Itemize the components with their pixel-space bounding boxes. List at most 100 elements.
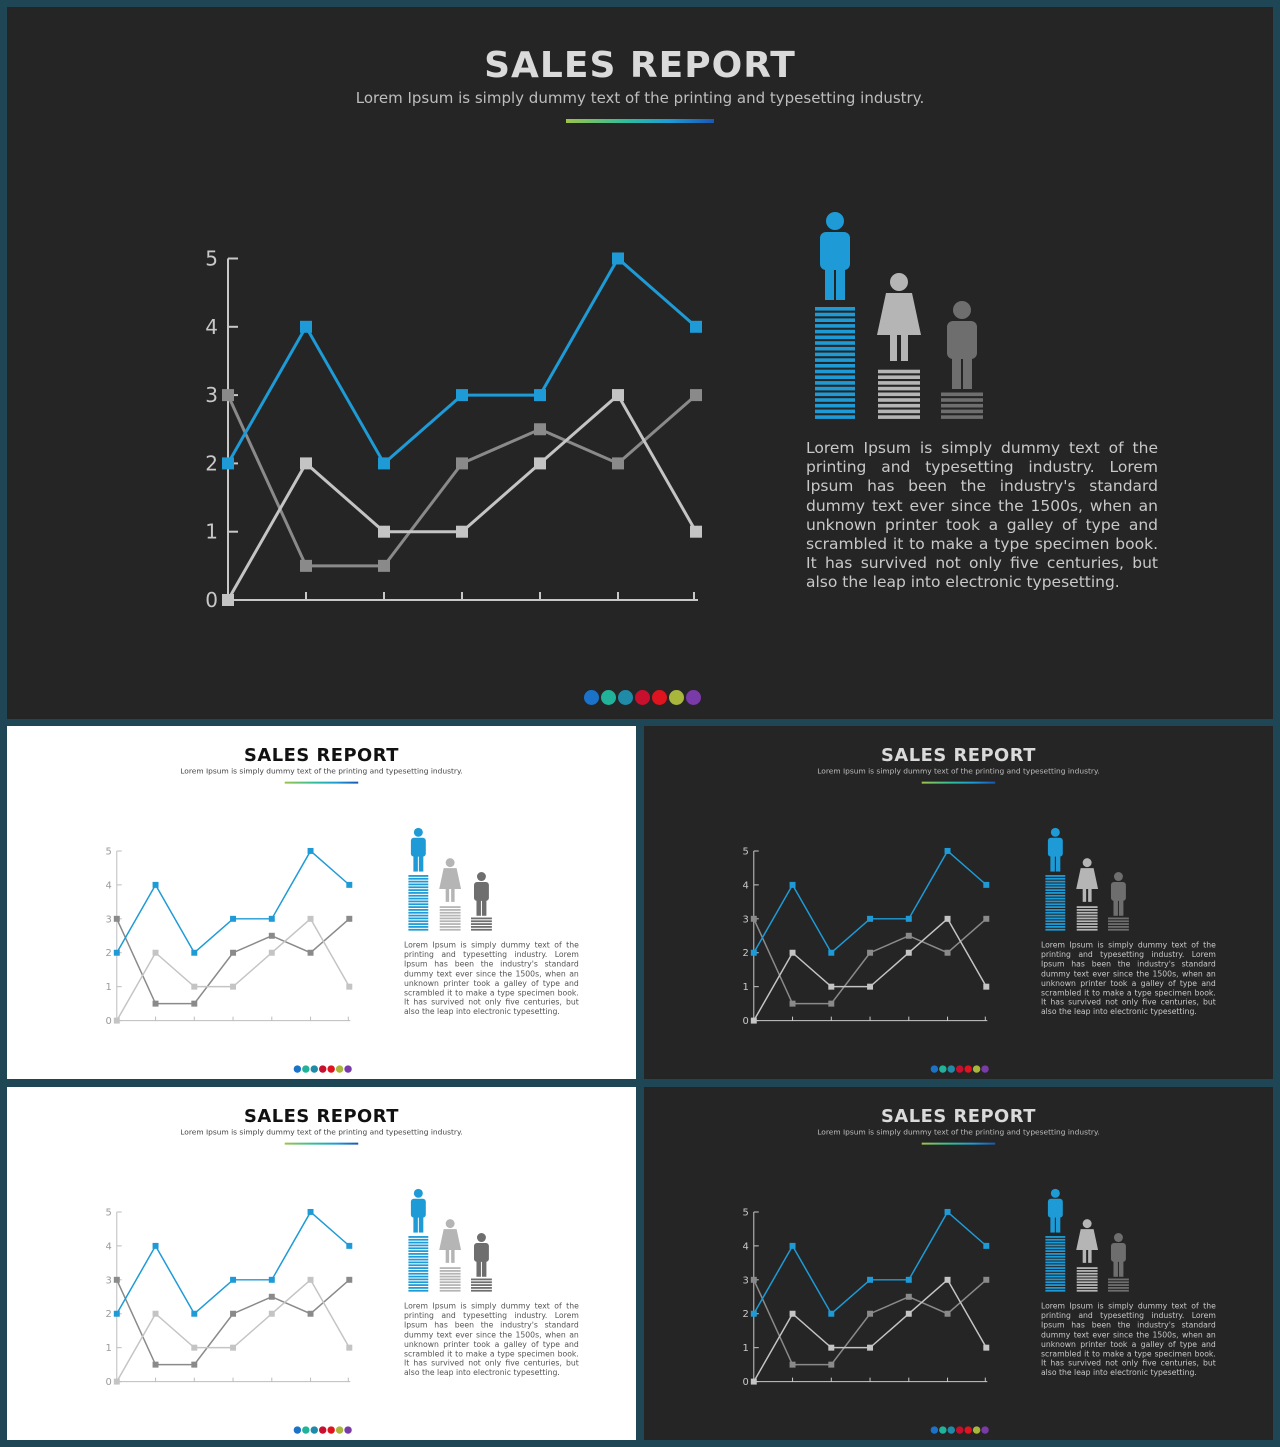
slide-title: SALES REPORT [881, 744, 1036, 766]
y-tick-label: 1 [742, 1343, 748, 1354]
color-dot [618, 690, 633, 705]
data-point [300, 457, 312, 470]
female-person-icon [439, 858, 462, 931]
color-dot [947, 1065, 955, 1073]
data-point [750, 1378, 757, 1385]
y-tick-label: 5 [105, 1207, 111, 1218]
data-point [905, 1276, 912, 1283]
line-chart: 0 1 2 3 4 5 [731, 835, 994, 1029]
y-tick-label: 4 [105, 880, 111, 891]
line-chart: 0 1 2 3 4 5 [182, 227, 712, 617]
title-underline [284, 781, 359, 784]
y-tick-label: 3 [105, 1275, 111, 1286]
data-point [944, 1208, 951, 1215]
data-point [983, 1242, 990, 1249]
male-person-icon [1108, 872, 1129, 931]
data-point [191, 1361, 198, 1368]
slide-title: SALES REPORT [484, 45, 796, 86]
color-dot [955, 1426, 964, 1434]
color-dot [635, 690, 650, 705]
data-point [905, 1310, 912, 1317]
color-dot [972, 1065, 981, 1073]
data-point [307, 847, 314, 854]
male-person-icon [408, 827, 429, 931]
male-person-icon [941, 301, 983, 419]
chart-svg: 0 1 2 3 4 5 [742, 1207, 990, 1388]
series-line [226, 393, 697, 568]
data-point [789, 1000, 796, 1007]
chart-svg: 0 1 2 3 4 5 [105, 1207, 353, 1388]
series-line [753, 918, 987, 1005]
y-tick-label: 2 [205, 451, 218, 475]
people-figures [1039, 1186, 1133, 1293]
color-dot [939, 1426, 947, 1434]
female-person-icon [877, 273, 921, 419]
data-point [534, 423, 546, 436]
data-point [378, 525, 390, 538]
color-dots [930, 1426, 993, 1434]
color-dot [302, 1426, 310, 1434]
data-point [789, 1310, 796, 1317]
data-point [152, 881, 159, 888]
slide-content: SALES REPORT Lorem Ipsum is simply dummy… [644, 1087, 1273, 1440]
data-point [113, 1310, 120, 1317]
slide-main[interactable]: SALES REPORT Lorem Ipsum is simply dummy… [7, 7, 1273, 719]
slide-title: SALES REPORT [244, 1105, 399, 1127]
data-point [905, 949, 912, 956]
slide-thumbnail-3[interactable]: SALES REPORT Lorem Ipsum is simply dummy… [7, 1087, 636, 1440]
data-point [113, 949, 120, 956]
color-dots [584, 690, 708, 706]
data-point [867, 1310, 874, 1317]
data-point [268, 1276, 275, 1283]
color-dot [964, 1426, 972, 1434]
male-person-icon [1045, 1188, 1066, 1292]
color-dot [302, 1065, 310, 1073]
y-tick-label: 4 [105, 1241, 111, 1252]
color-dot [310, 1065, 318, 1073]
data-point [789, 881, 796, 888]
data-point [222, 389, 234, 402]
slide-thumbnail-4[interactable]: SALES REPORT Lorem Ipsum is simply dummy… [644, 1087, 1273, 1440]
series-line [753, 1278, 987, 1382]
y-tick-label: 4 [742, 880, 748, 891]
data-point [300, 320, 312, 333]
slide-thumbnail-2[interactable]: SALES REPORT Lorem Ipsum is simply dummy… [644, 726, 1273, 1079]
data-point [230, 949, 237, 956]
slide-content: SALES REPORT Lorem Ipsum is simply dummy… [644, 726, 1273, 1079]
color-dot [947, 1426, 955, 1434]
data-point [828, 1310, 835, 1317]
data-point [828, 1361, 835, 1368]
color-dot [930, 1065, 939, 1073]
series-line [116, 1210, 350, 1315]
y-tick-label: 1 [205, 520, 218, 544]
data-point [789, 1361, 796, 1368]
data-point [905, 1293, 912, 1300]
y-tick-label: 4 [742, 1241, 748, 1252]
y-tick-label: 5 [105, 846, 111, 857]
color-dot [972, 1426, 981, 1434]
male-person-icon [408, 1188, 429, 1292]
female-person-icon [1076, 858, 1099, 931]
slide-content: SALES REPORT Lorem Ipsum is simply dummy… [7, 1087, 636, 1440]
slide-subtitle: Lorem Ipsum is simply dummy text of the … [817, 1127, 1100, 1137]
figures-svg [1045, 827, 1129, 931]
color-dot [335, 1065, 344, 1073]
data-point [690, 389, 702, 402]
data-point [230, 915, 237, 922]
data-point [268, 949, 275, 956]
line-chart: 0 1 2 3 4 5 [731, 1196, 994, 1390]
data-point [307, 1310, 314, 1317]
y-tick-label: 5 [742, 1207, 748, 1218]
data-point [152, 1242, 159, 1249]
slide-thumbnail-1[interactable]: SALES REPORT Lorem Ipsum is simply dummy… [7, 726, 636, 1079]
data-point [983, 1276, 990, 1283]
slide-subtitle: Lorem Ipsum is simply dummy text of the … [355, 89, 925, 107]
title-underline [921, 1142, 996, 1145]
data-point [750, 915, 757, 922]
data-point [867, 1344, 874, 1351]
color-dot [939, 1065, 947, 1073]
data-point [113, 1017, 120, 1024]
data-point [230, 1276, 237, 1283]
data-point [828, 949, 835, 956]
chart-svg: 0 1 2 3 4 5 [742, 846, 990, 1027]
